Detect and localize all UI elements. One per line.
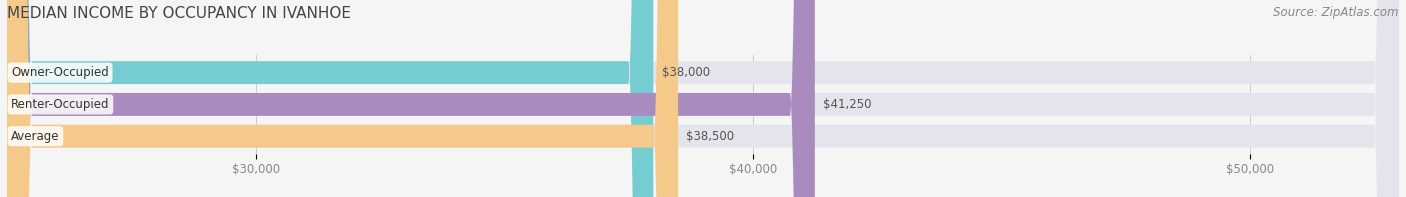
Text: $38,500: $38,500 — [686, 130, 734, 143]
FancyBboxPatch shape — [7, 0, 654, 197]
FancyBboxPatch shape — [7, 0, 1399, 197]
Text: Source: ZipAtlas.com: Source: ZipAtlas.com — [1274, 6, 1399, 19]
Text: Renter-Occupied: Renter-Occupied — [11, 98, 110, 111]
Text: $38,000: $38,000 — [662, 66, 710, 79]
FancyBboxPatch shape — [7, 0, 815, 197]
Text: $41,250: $41,250 — [823, 98, 872, 111]
Text: Owner-Occupied: Owner-Occupied — [11, 66, 108, 79]
FancyBboxPatch shape — [7, 0, 1399, 197]
FancyBboxPatch shape — [7, 0, 1399, 197]
Text: Average: Average — [11, 130, 59, 143]
Text: MEDIAN INCOME BY OCCUPANCY IN IVANHOE: MEDIAN INCOME BY OCCUPANCY IN IVANHOE — [7, 6, 351, 21]
FancyBboxPatch shape — [7, 0, 678, 197]
